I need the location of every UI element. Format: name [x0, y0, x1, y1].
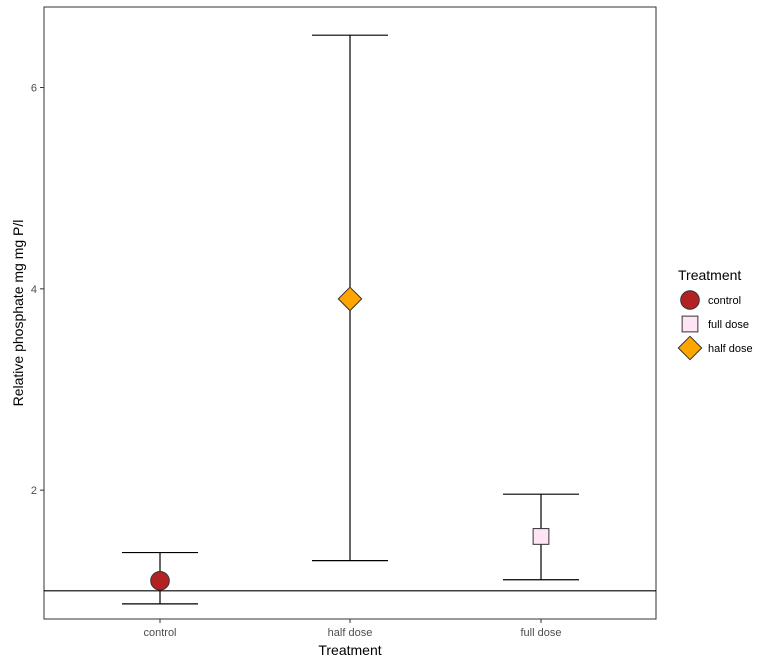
legend-item-full-dose: full dose: [681, 315, 749, 333]
y-tick-label: 4: [31, 284, 37, 296]
legend-key-full-dose: [681, 315, 699, 333]
legend-title: Treatment: [678, 267, 741, 283]
legend-label: full dose: [708, 319, 749, 331]
legend-item-half-dose: half dose: [677, 335, 753, 361]
x-axis-title: Treatment: [318, 642, 381, 658]
x-tick-label: control: [143, 627, 176, 639]
x-axis: control half dose full dose: [143, 619, 561, 639]
legend: Treatment control full dose half dose: [677, 267, 753, 361]
x-tick-label: full dose: [521, 627, 562, 639]
point-layer: [150, 286, 550, 591]
data-point-half-dose: [337, 286, 363, 312]
y-tick-label: 2: [31, 485, 37, 497]
data-point-control: [150, 570, 170, 591]
y-axis-title: Relative phosphate mg mg P/l: [10, 220, 26, 407]
data-point-full-dose: [532, 528, 550, 545]
x-tick-label: half dose: [328, 627, 373, 639]
y-tick-label: 6: [31, 83, 37, 95]
legend-item-control: control: [680, 290, 741, 310]
legend-key-control: [680, 290, 700, 310]
legend-label: half dose: [708, 343, 753, 355]
legend-label: control: [708, 295, 741, 307]
legend-key-half-dose: [677, 335, 703, 361]
y-axis: 2 4 6: [31, 83, 44, 497]
